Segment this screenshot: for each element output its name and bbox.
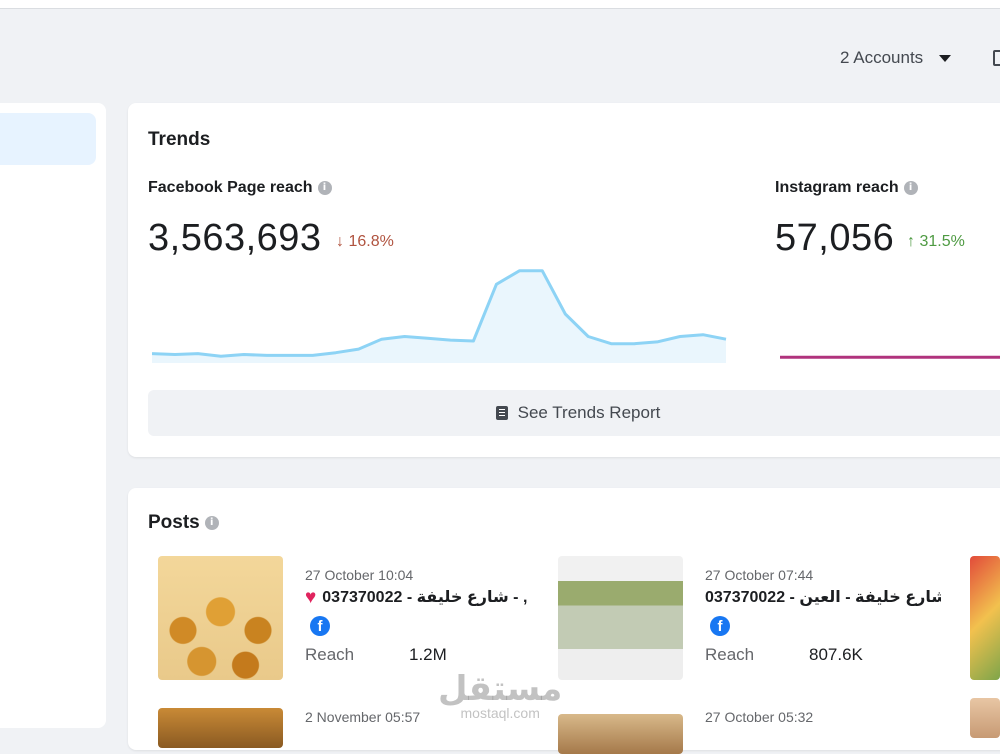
watermark-arabic: مستقل — [438, 670, 563, 708]
post-date: 27 October 05:32 — [705, 709, 814, 725]
post-thumbnail[interactable] — [970, 698, 1000, 738]
post-thumbnail[interactable] — [970, 556, 1000, 680]
facebook-icon: f — [710, 616, 730, 636]
facebook-reach-label-row: Facebook Page reach i — [148, 179, 332, 197]
accounts-label: 2 Accounts — [840, 48, 924, 67]
facebook-reach-chart — [152, 269, 727, 363]
top-bar — [0, 0, 1000, 9]
facebook-reach-value: 3,563,693 — [148, 217, 322, 259]
info-icon[interactable]: i — [317, 180, 332, 195]
post-thumbnail[interactable] — [558, 556, 683, 680]
facebook-reach-label: Facebook Page reach — [148, 179, 313, 196]
facebook-reach-line — [152, 269, 727, 358]
post-text: 037370022 - شارع خليفة - العين — [705, 589, 941, 606]
instagram-reach-value: 57,056 — [775, 217, 895, 259]
calendar-icon[interactable] — [993, 50, 1000, 66]
trends-card: Trends Facebook Page reach i 3,563,693 ↓ … — [128, 103, 1000, 457]
post-text-content: 037370022 - شارع خليفة - , — [322, 589, 528, 607]
posts-title: Posts — [148, 512, 200, 533]
trends-title: Trends — [148, 129, 211, 150]
chevron-down-icon — [939, 54, 952, 62]
facebook-icon: f — [310, 616, 330, 636]
accounts-dropdown[interactable]: 2 Accounts — [840, 48, 952, 68]
sidebar — [0, 103, 106, 728]
reach-label: Reach — [305, 645, 355, 664]
report-icon — [495, 406, 508, 420]
see-trends-report-label: See Trends Report — [517, 403, 661, 422]
reach-value: 807.6K — [809, 645, 863, 664]
instagram-reach-label-row: Instagram reach i — [775, 179, 918, 197]
reach-label: Reach — [705, 645, 755, 664]
info-icon[interactable]: i — [204, 515, 219, 530]
post-date: 2 November 05:57 — [305, 709, 421, 725]
instagram-reach-label: Instagram reach — [775, 179, 899, 196]
sidebar-item-active[interactable] — [0, 113, 96, 165]
post-date: 27 October 10:04 — [305, 567, 414, 583]
post-thumbnail[interactable] — [158, 556, 283, 680]
reach-value: 1.2M — [409, 645, 447, 664]
facebook-reach-delta: ↓ 16.8% — [336, 233, 394, 250]
watermark-latin: mostaql.com — [460, 705, 540, 721]
info-icon[interactable]: i — [903, 180, 918, 195]
post-date: 27 October 07:44 — [705, 567, 814, 583]
heart-icon: ♥ — [305, 587, 317, 608]
posts-title-row: Posts i — [148, 512, 219, 534]
facebook-reach-area — [152, 270, 726, 363]
post-text: ♥ 037370022 - شارع خليفة - , — [305, 587, 541, 609]
posts-card: Posts i 27 October 10:04 ♥ 037370022 - شار… — [128, 488, 1000, 754]
post-thumbnail[interactable] — [558, 714, 683, 754]
instagram-reach-chart — [780, 355, 1000, 359]
post-thumbnail[interactable] — [158, 708, 283, 748]
watermark: مستقل mostaql.com — [438, 672, 562, 720]
instagram-reach-delta: ↑ 31.5% — [907, 233, 965, 250]
see-trends-report-button[interactable]: See Trends Report — [148, 390, 1000, 436]
